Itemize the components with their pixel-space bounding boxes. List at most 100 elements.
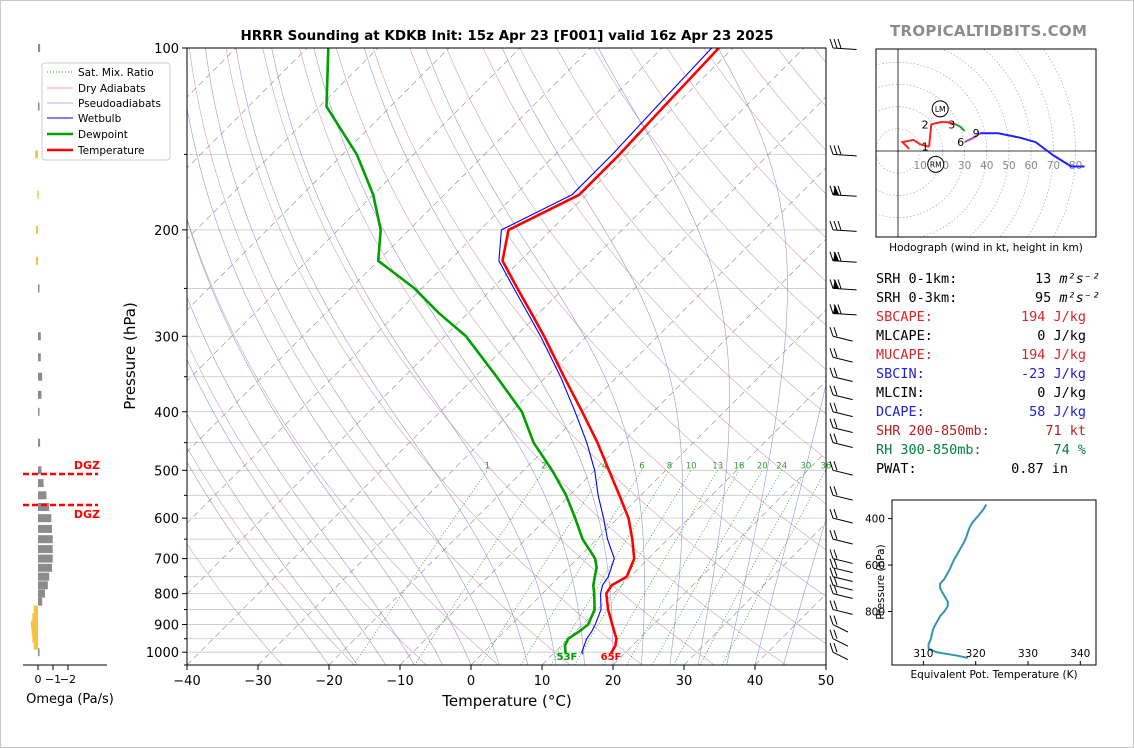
barb-staff — [832, 538, 853, 545]
wind-barb — [829, 461, 853, 476]
omega-bar — [38, 466, 42, 475]
omega-bar — [38, 372, 43, 381]
wind-barb — [829, 615, 849, 633]
mixing-ratio-label: 30 — [800, 461, 811, 471]
barb-staff — [832, 593, 853, 599]
wind-barb — [829, 643, 849, 661]
isotherm-line — [187, 48, 805, 665]
moist-adiabat-line — [501, 48, 684, 665]
moist-adiabat-line — [783, 518, 826, 665]
moist-adiabat-line — [717, 48, 788, 665]
dry-adiabat-line — [262, 48, 715, 665]
param-value: 194 J/kg — [1020, 347, 1086, 363]
omega-bar — [38, 390, 42, 399]
dry-adiabat-line — [556, 48, 826, 370]
wind-barb — [829, 385, 853, 401]
param-label: PWAT: — [876, 461, 917, 477]
x-tick-label: 30 — [676, 674, 693, 689]
mixing-ratio-line — [699, 470, 807, 665]
omega-bar — [38, 545, 53, 554]
temperature-line — [501, 48, 720, 655]
theta-e-x-axis-label: Equivalent Pot. Temperature (K) — [910, 669, 1077, 681]
moist-adiabat-line — [313, 48, 585, 665]
moist-adiabat-line — [754, 383, 826, 665]
barb-flag — [833, 576, 838, 586]
legend-label-dewpoint: Dewpoint — [78, 129, 128, 141]
barb-flag — [829, 367, 834, 377]
wind-barb — [829, 433, 853, 448]
x-tick-label: 50 — [818, 674, 835, 689]
barb-flag — [833, 327, 838, 337]
hodograph-ring-label: 60 — [1025, 160, 1038, 172]
param-row-mucape: MUCAPE: 194 J/kg — [876, 347, 1106, 366]
barb-flag — [833, 220, 838, 231]
x-tick-label: 40 — [747, 674, 764, 689]
barb-staff — [832, 494, 853, 501]
param-label: RH 300-850mb: — [876, 442, 982, 458]
barb-staff — [832, 576, 853, 583]
hodograph-ring-label: 50 — [1002, 160, 1015, 172]
skewt-background-lines — [187, 48, 826, 665]
legend-label-dry: Dry Adiabats — [78, 83, 146, 95]
mixing-ratio-label: 20 — [757, 461, 768, 471]
skewt-axes-frame — [186, 47, 827, 666]
barb-pennant — [833, 304, 839, 314]
omega-bar — [35, 256, 38, 265]
param-label: MLCIN: — [876, 385, 925, 401]
barb-flag — [833, 558, 838, 568]
barb-flag — [829, 327, 834, 337]
moist-adiabat-line — [425, 48, 645, 665]
hodograph-ring-label: 70 — [1047, 160, 1060, 172]
hodo-height-6: 6 — [957, 136, 964, 149]
omega-bar — [38, 589, 45, 598]
moist-adiabat-line — [235, 48, 529, 665]
wind-barb — [829, 220, 857, 232]
omega-ticks: 0 −1−2 — [35, 665, 76, 686]
omega-bar — [38, 438, 41, 447]
param-row-srh3: SRH 0-3km: 95 m²s⁻² — [876, 290, 1106, 309]
theta-e-frame — [891, 499, 1097, 666]
hodo-height-2: 2 — [922, 118, 929, 131]
param-value: 95 m²s⁻² — [1035, 290, 1100, 306]
omega-bar — [32, 613, 38, 622]
barb-staff — [832, 609, 853, 615]
omega-bar — [35, 225, 38, 234]
hodo-height-1: 1 — [922, 141, 929, 154]
moist-adiabat-line — [187, 413, 358, 665]
barb-flag — [829, 145, 834, 155]
barb-flag — [833, 643, 838, 653]
wind-barb — [829, 549, 853, 564]
barb-flag — [829, 615, 834, 625]
wind-barb — [829, 508, 853, 524]
moist-adiabat-line — [364, 48, 614, 665]
moist-adiabat-line — [205, 48, 500, 665]
theta-x-tick-label: 310 — [913, 648, 933, 660]
param-label: SHR 200-850mb: — [876, 423, 990, 439]
barb-staff — [832, 47, 857, 50]
barb-flag — [833, 508, 838, 519]
wind-barb — [829, 576, 853, 591]
legend-label-moist: Pseudoadiabats — [78, 98, 161, 110]
omega-tick-label: 0 — [35, 673, 42, 686]
omega-tick-label: −1 — [45, 673, 61, 686]
isotherm-line — [470, 309, 826, 665]
mixing-ratio-label: 4 — [602, 461, 607, 471]
barb-staff — [832, 651, 849, 661]
param-value: 0 J/kg — [1037, 328, 1086, 344]
lm-marker-label: LM — [935, 105, 946, 114]
skewt-x-axis-label: Temperature (°C) — [441, 692, 571, 710]
barb-flag — [829, 433, 834, 443]
x-tick-label: 20 — [605, 674, 622, 689]
y-tick-label: 200 — [154, 224, 179, 239]
mixing-ratio-line — [353, 470, 488, 665]
barb-flag — [829, 38, 834, 49]
barb-flag — [833, 584, 838, 594]
dgz-bottom-label: DGZ — [74, 508, 100, 521]
hodograph-ring-label: 10 — [914, 160, 927, 172]
barb-flag — [829, 279, 834, 289]
moist-adiabat-line — [187, 296, 415, 665]
legend-label-temperature: Temperature — [77, 145, 145, 157]
isotherm-line — [612, 451, 826, 665]
barb-flag — [829, 461, 834, 471]
